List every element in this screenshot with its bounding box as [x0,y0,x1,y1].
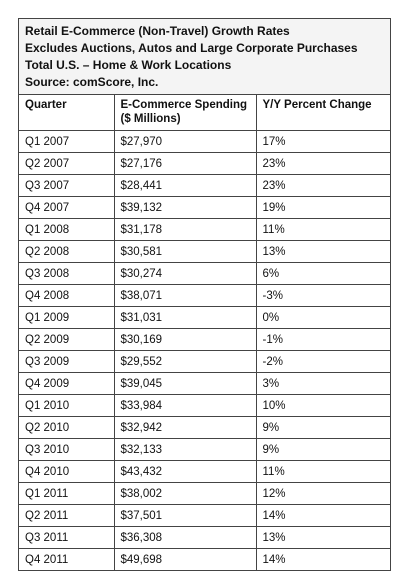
table-cell: $27,970 [113,130,257,153]
table-cell: Q2 2008 [19,240,115,263]
data-table: Quarter E-Commerce Spending ($ Millions) Y… [19,95,390,570]
table-cell: 17% [255,130,390,153]
table-row: Q1 2008 $31,178 11% [19,218,390,241]
table-cell: 13% [255,240,390,263]
table-cell: Q1 2007 [19,130,115,153]
table-cell: 14% [255,548,390,570]
table-cell: 0% [255,306,390,329]
table-cell: 23% [255,174,390,197]
header-line: Source: comScore, Inc. [25,75,159,89]
table-cell: $39,132 [113,196,257,219]
table-cell: 10% [255,394,390,417]
table-cell: 3% [255,372,390,395]
table-cell: 11% [255,218,390,241]
table-row: Q3 2007 $28,441 23% [19,174,390,197]
table-row: Q4 2010 $43,432 11% [19,460,390,483]
table-cell: 19% [255,196,390,219]
table-row: Q2 2008 $30,581 13% [19,240,390,263]
table-cell: -2% [255,350,390,373]
table-cell: $37,501 [113,504,257,527]
table-cell: $39,045 [113,372,257,395]
table-row: Q1 2009 $31,031 0% [19,306,390,329]
table-cell: Q2 2010 [19,416,115,439]
table-row: Q2 2011 $37,501 14% [19,504,390,527]
table-cell: 11% [255,460,390,483]
table-cell: -3% [255,284,390,307]
table-row: Q3 2009 $29,552 -2% [19,350,390,373]
table-cell: Q3 2011 [19,526,115,549]
table-cell: Q2 2011 [19,504,115,527]
table-cell: Q4 2011 [19,548,115,570]
table-cell: Q1 2008 [19,218,115,241]
table-cell: Q4 2008 [19,284,115,307]
table-cell: $32,942 [113,416,257,439]
header-row: Quarter E-Commerce Spending ($ Millions) Y… [19,95,390,131]
table-cell: 12% [255,482,390,505]
table-cell: Q3 2009 [19,350,115,373]
table-row: Q2 2009 $30,169 -1% [19,328,390,351]
table-cell: $38,071 [113,284,257,307]
table-row: Q1 2011 $38,002 12% [19,482,390,505]
table-cell: $32,133 [113,438,257,461]
table-cell: 23% [255,152,390,175]
table-cell: $27,176 [113,152,257,175]
table-row: Q4 2007 $39,132 19% [19,196,390,219]
header-line: Retail E-Commerce (Non-Travel) Growth Ra… [25,24,290,38]
table-body: Q1 2007 $27,970 17% Q2 2007 $27,176 23% Q3 200… [19,130,390,570]
table-row: Q2 2007 $27,176 23% [19,152,390,175]
table-cell: Q1 2010 [19,394,115,417]
header-line: Total U.S. – Home & Work Locations [25,58,232,72]
table-row: Q3 2008 $30,274 6% [19,262,390,285]
table-row: Q4 2008 $38,071 -3% [19,284,390,307]
table-cell: $30,274 [113,262,257,285]
table-cell: Q1 2011 [19,482,115,505]
column-header: E-Commerce Spending ($ Millions) [113,95,257,131]
table-cell: 9% [255,416,390,439]
table-cell: $43,432 [113,460,257,483]
table-cell: -1% [255,328,390,351]
table-cell: $29,552 [113,350,257,373]
table-row: Q4 2009 $39,045 3% [19,372,390,395]
table-row: Q3 2011 $36,308 13% [19,526,390,549]
table-cell: $28,441 [113,174,257,197]
table-cell: 13% [255,526,390,549]
column-header: Quarter [19,95,115,131]
table-cell: 14% [255,504,390,527]
header-line: Excludes Auctions, Autos and Large Corpo… [25,41,358,55]
table-cell: $33,984 [113,394,257,417]
table-card: Retail E-Commerce (Non-Travel) Growth Ra… [18,18,391,571]
table-cell: Q3 2007 [19,174,115,197]
table-cell: Q1 2009 [19,306,115,329]
table-row: Q1 2010 $33,984 10% [19,394,390,417]
table-cell: Q4 2007 [19,196,115,219]
table-cell: $38,002 [113,482,257,505]
table-cell: Q2 2009 [19,328,115,351]
table-cell: Q4 2010 [19,460,115,483]
table-row: Q2 2010 $32,942 9% [19,416,390,439]
table-header: Retail E-Commerce (Non-Travel) Growth Ra… [19,19,390,95]
table-row: Q4 2011 $49,698 14% [19,548,390,570]
table-cell: 6% [255,262,390,285]
column-header: Y/Y Percent Change [255,95,390,131]
table-row: Q3 2010 $32,133 9% [19,438,390,461]
table-cell: $31,031 [113,306,257,329]
table-cell: Q4 2009 [19,372,115,395]
table-cell: Q3 2010 [19,438,115,461]
table-cell: $30,169 [113,328,257,351]
table-cell: $30,581 [113,240,257,263]
table-cell: $36,308 [113,526,257,549]
table-cell: $49,698 [113,548,257,570]
table-cell: Q2 2007 [19,152,115,175]
table-cell: 9% [255,438,390,461]
table-row: Q1 2007 $27,970 17% [19,130,390,153]
table-cell: Q3 2008 [19,262,115,285]
table-cell: $31,178 [113,218,257,241]
